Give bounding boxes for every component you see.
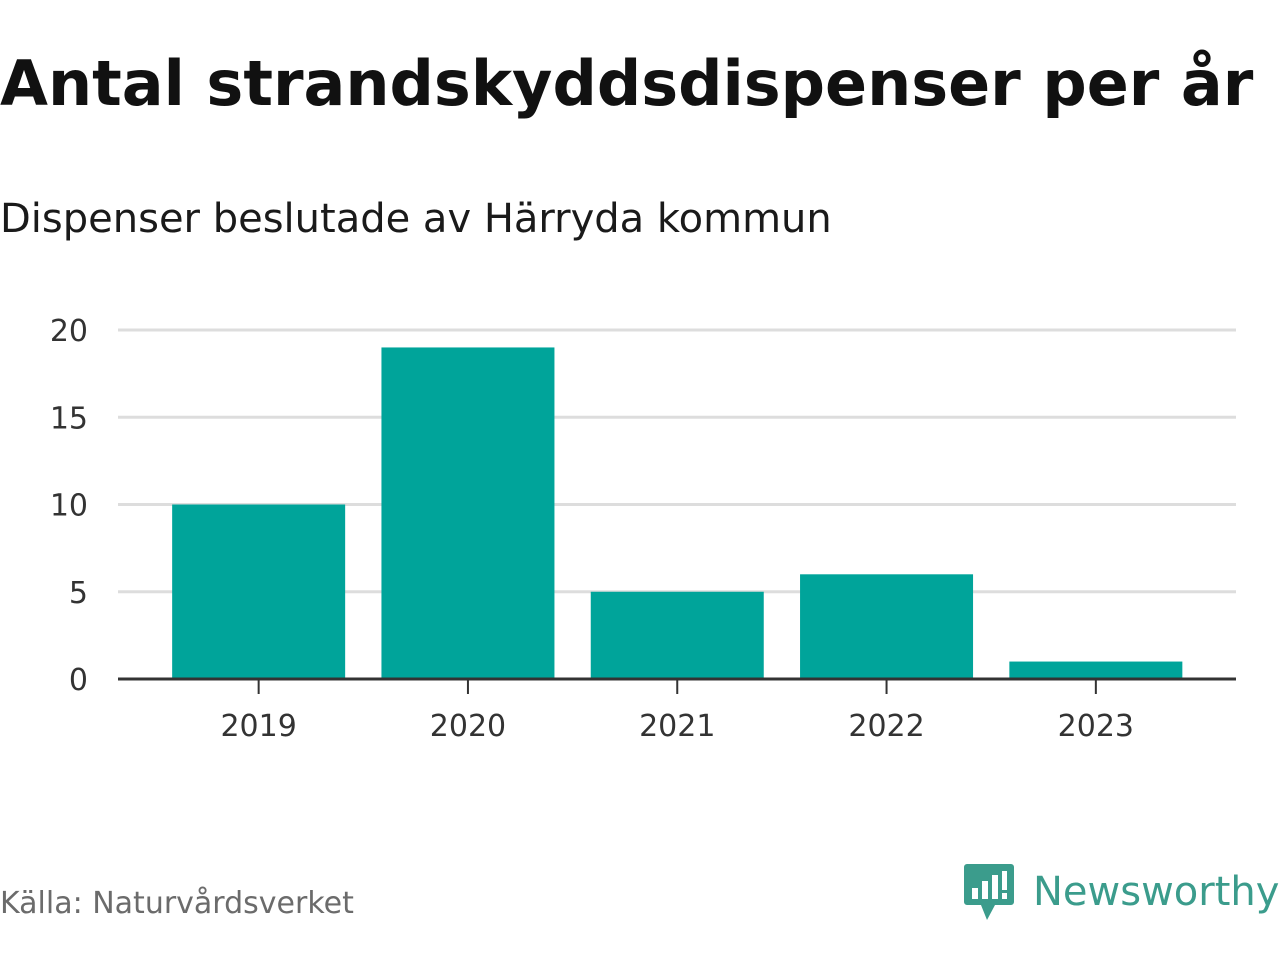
bar-2022: [800, 574, 974, 679]
y-axis-ticks: 0 5 10 15 20: [50, 314, 88, 698]
y-tick-label: 5: [69, 576, 88, 611]
brand-name: Newsworthy: [1033, 869, 1280, 915]
bar-2023: [1009, 661, 1183, 679]
chart-title: Antal strandskyddsdispenser per år: [0, 47, 1254, 120]
x-tick-label: 2023: [1058, 709, 1134, 744]
x-tick-label: 2020: [430, 709, 506, 744]
y-tick-label: 20: [50, 314, 88, 349]
brand-logo: Newsworthy: [963, 862, 1279, 922]
x-tick-label: 2019: [220, 709, 296, 744]
x-tick-label: 2022: [848, 709, 924, 744]
x-axis: 2019 2020 2021 2022 2023: [118, 677, 1236, 744]
source-note: Källa: Naturvårdsverket: [0, 886, 354, 921]
x-tick-label: 2021: [639, 709, 715, 744]
bar-2019: [172, 504, 346, 679]
bar-2021: [590, 591, 764, 679]
bars: [172, 347, 1183, 679]
chart-subtitle: Dispenser beslutade av Härryda kommun: [0, 196, 832, 242]
bar-chart: 0 5 10 15 20 2019 2020 2021 2022 2023: [50, 314, 1236, 744]
y-tick-label: 10: [50, 489, 88, 524]
y-tick-label: 0: [69, 663, 88, 698]
bar-2020: [381, 347, 555, 679]
y-tick-label: 15: [50, 401, 88, 436]
newsworthy-logo-icon: [964, 864, 1014, 920]
